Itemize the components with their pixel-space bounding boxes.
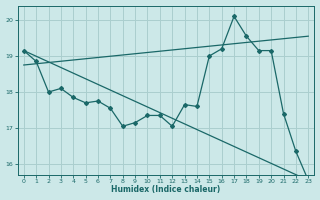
X-axis label: Humidex (Indice chaleur): Humidex (Indice chaleur)	[111, 185, 221, 194]
